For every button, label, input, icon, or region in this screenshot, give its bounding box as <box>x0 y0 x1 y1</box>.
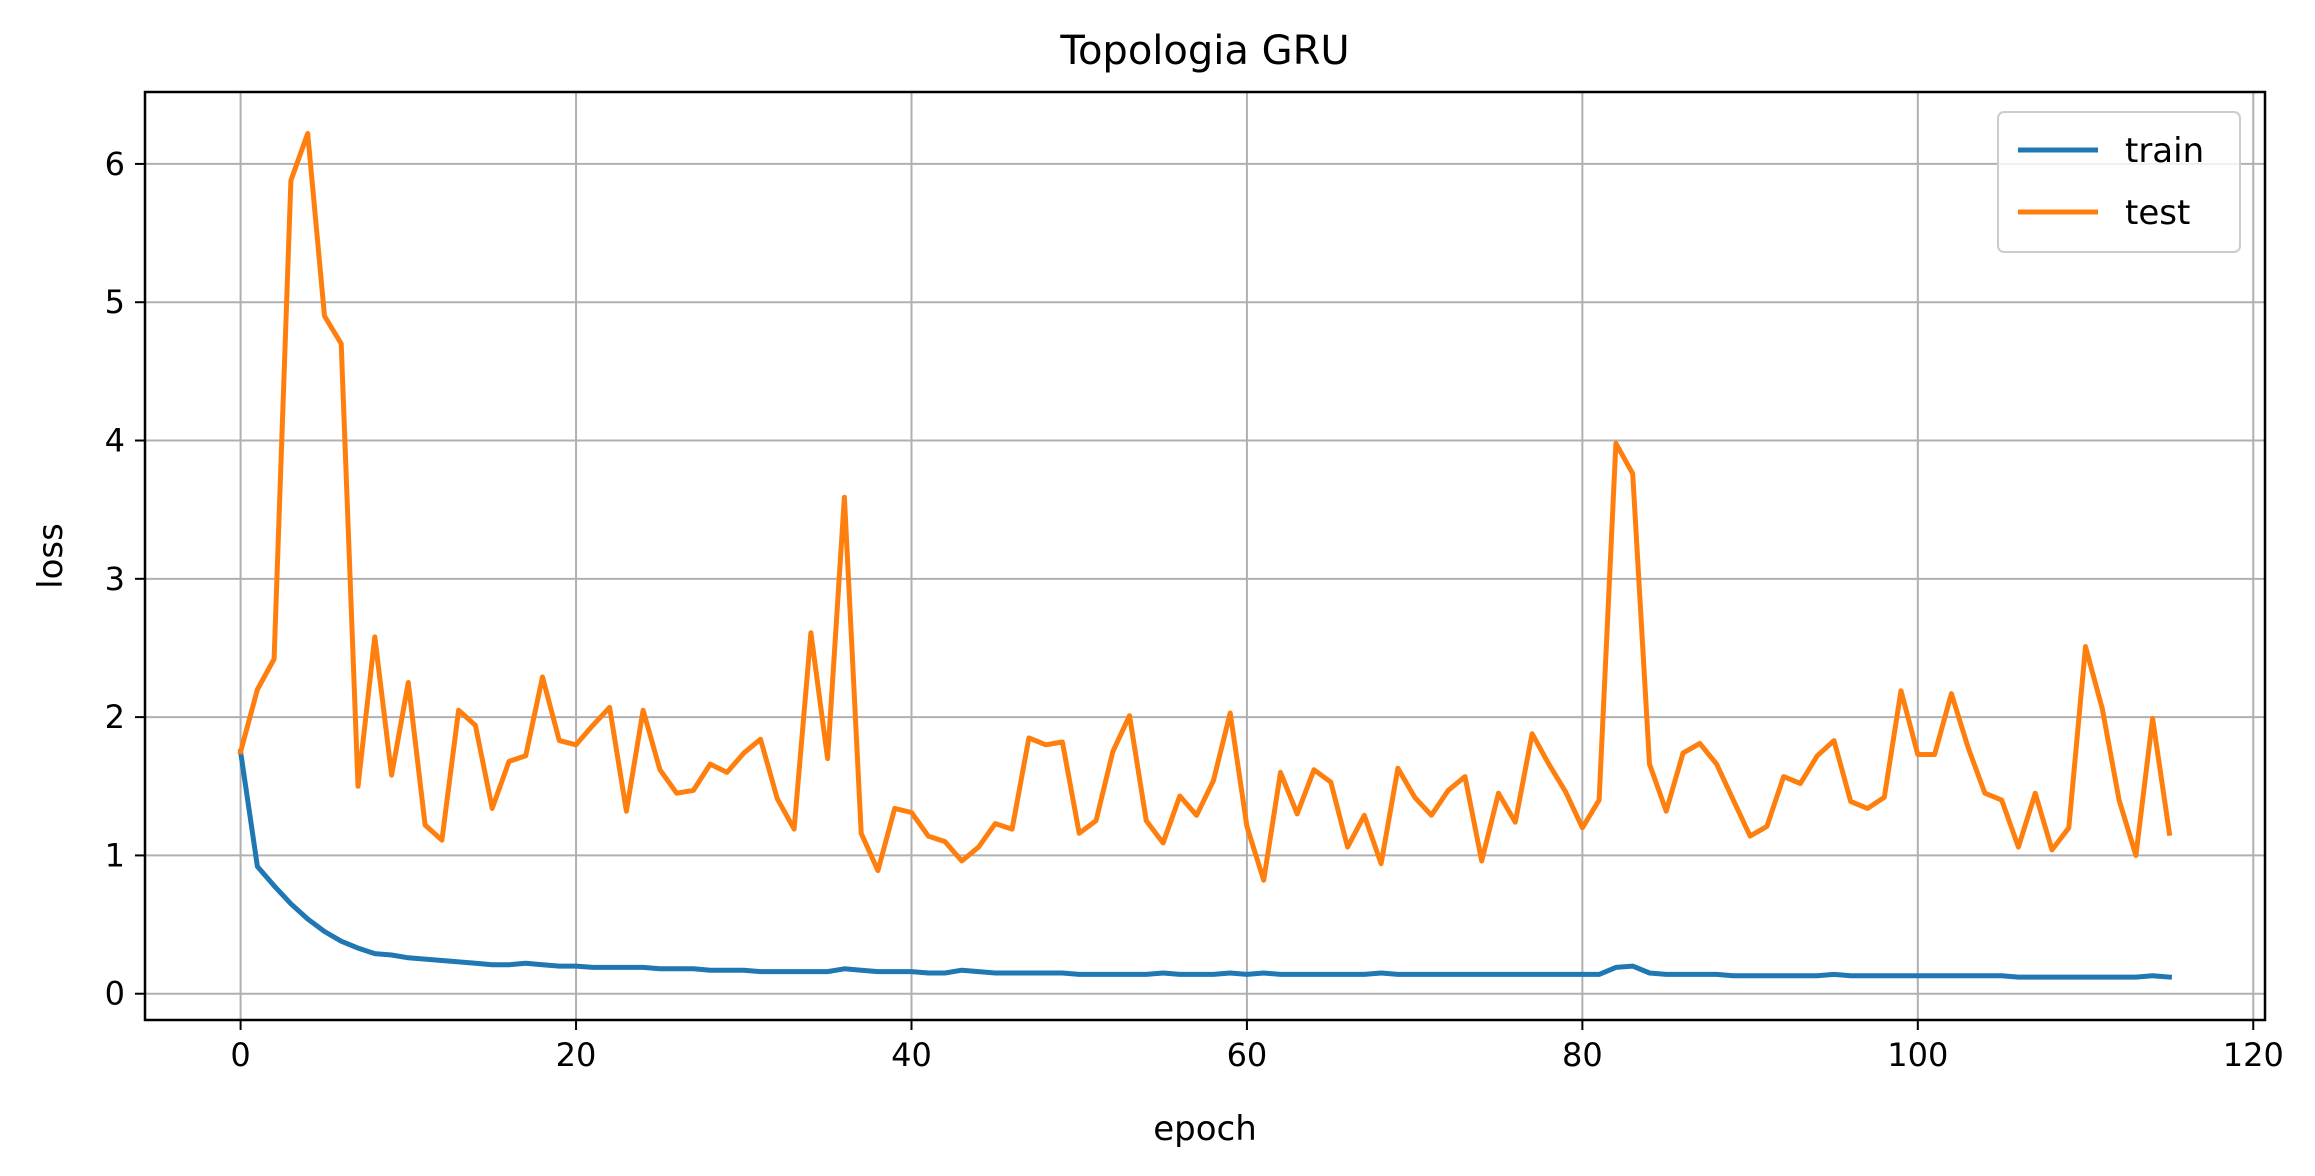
x-tick-label: 20 <box>556 1036 597 1074</box>
y-tick-label: 1 <box>105 836 125 874</box>
train-series-line <box>237 748 2173 980</box>
x-tick-label: 120 <box>2223 1036 2284 1074</box>
y-tick-label: 0 <box>105 975 125 1013</box>
legend-box <box>1997 111 2241 253</box>
legend-test-label: test <box>2125 193 2190 233</box>
y-tick-label: 6 <box>105 145 125 183</box>
y-axis-label: loss <box>31 523 71 589</box>
x-axis-label: epoch <box>1153 1109 1257 1149</box>
series-layer <box>237 131 2173 980</box>
x-tick-label: 100 <box>1887 1036 1948 1074</box>
y-tick-label: 5 <box>105 283 125 321</box>
x-tick-label: 60 <box>1227 1036 1268 1074</box>
x-tick-label: 0 <box>230 1036 250 1074</box>
grid-lines <box>145 92 2265 1020</box>
x-tick-label: 80 <box>1562 1036 1603 1074</box>
plot-frame <box>143 90 2267 1022</box>
y-tick-label: 2 <box>105 698 125 736</box>
legend-train-label: train <box>2125 131 2204 171</box>
y-tick-label: 3 <box>105 560 125 598</box>
y-tick-label: 4 <box>105 422 125 460</box>
ticks: 0 20 40 60 80 100 120 0 1 2 3 4 5 6 <box>105 145 2284 1074</box>
chart-title: Topologia GRU <box>1059 28 1349 74</box>
x-tick-label: 40 <box>891 1036 932 1074</box>
legend: train test <box>1997 111 2241 253</box>
test-series-line <box>237 131 2173 883</box>
